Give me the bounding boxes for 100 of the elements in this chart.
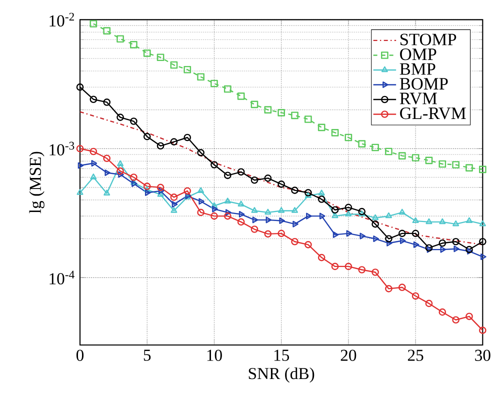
point	[332, 231, 339, 238]
x-tick-label: 10	[207, 350, 222, 361]
y-tick-label: 10$^{-3}$	[50, 142, 74, 156]
point	[385, 235, 392, 242]
point	[278, 230, 285, 238]
point	[250, 100, 258, 108]
point	[358, 208, 366, 216]
point	[118, 171, 124, 178]
point	[116, 167, 124, 175]
point	[318, 190, 325, 196]
point	[372, 220, 379, 228]
point	[304, 241, 312, 248]
point	[184, 134, 192, 142]
point	[250, 176, 258, 184]
point	[332, 212, 338, 218]
point	[104, 169, 111, 176]
point	[292, 207, 298, 213]
point	[184, 187, 192, 195]
x-tick-label: 30	[475, 350, 490, 361]
point	[143, 182, 151, 190]
point	[304, 189, 312, 196]
point	[266, 216, 272, 224]
point	[264, 174, 272, 182]
point	[304, 192, 312, 198]
point	[386, 240, 392, 246]
point	[278, 180, 285, 188]
point	[466, 246, 473, 254]
point	[237, 218, 245, 226]
point	[224, 198, 231, 204]
point	[412, 230, 420, 238]
point	[197, 149, 204, 156]
point	[226, 209, 232, 216]
point	[426, 218, 432, 224]
point	[251, 207, 258, 213]
point	[279, 217, 285, 224]
point	[372, 268, 379, 276]
point	[156, 184, 164, 192]
point	[438, 239, 446, 247]
point	[90, 174, 97, 180]
point	[452, 220, 460, 226]
point	[400, 238, 406, 244]
point	[170, 61, 178, 69]
point	[278, 207, 285, 213]
point	[212, 206, 218, 212]
point	[467, 248, 473, 255]
point	[440, 246, 446, 253]
point	[184, 66, 192, 74]
point	[116, 35, 124, 43]
point	[373, 236, 379, 242]
point	[156, 54, 164, 62]
point	[318, 254, 326, 262]
x-axis-title: SNR (dB)	[248, 367, 314, 383]
point	[452, 316, 460, 324]
point	[345, 210, 352, 216]
point	[466, 164, 473, 172]
point	[143, 49, 151, 57]
point	[466, 217, 472, 224]
y-tick-label: 10$^{-2}$	[50, 12, 74, 27]
legend-label: OMP	[400, 48, 436, 60]
x-tick-label: 5	[144, 350, 151, 361]
point	[238, 200, 244, 206]
point	[144, 186, 150, 192]
point	[103, 98, 111, 106]
point	[172, 201, 178, 208]
point	[144, 189, 151, 196]
x-tick-label: 15	[274, 350, 290, 361]
point	[170, 194, 178, 201]
point	[264, 230, 272, 238]
point	[170, 207, 178, 213]
point	[210, 202, 218, 208]
point	[398, 208, 406, 215]
point	[318, 196, 326, 203]
point	[210, 161, 218, 168]
point	[90, 96, 98, 104]
point	[438, 160, 446, 168]
point	[412, 154, 420, 162]
point	[224, 212, 232, 220]
point	[252, 216, 258, 224]
point	[331, 128, 339, 136]
point	[156, 142, 164, 150]
point	[385, 285, 392, 292]
point	[278, 109, 285, 116]
point	[425, 156, 433, 164]
point	[197, 73, 204, 81]
point	[158, 188, 164, 194]
point	[90, 20, 98, 28]
point	[452, 238, 460, 246]
point	[264, 208, 272, 215]
point	[237, 92, 245, 100]
point	[385, 212, 392, 218]
point	[344, 262, 352, 270]
point	[90, 148, 98, 156]
point	[398, 284, 406, 292]
point	[385, 148, 392, 156]
point	[425, 300, 433, 308]
point	[304, 116, 312, 123]
point	[198, 198, 204, 205]
point	[331, 262, 339, 270]
point	[454, 246, 460, 252]
legend-label: STOMP	[400, 34, 456, 46]
